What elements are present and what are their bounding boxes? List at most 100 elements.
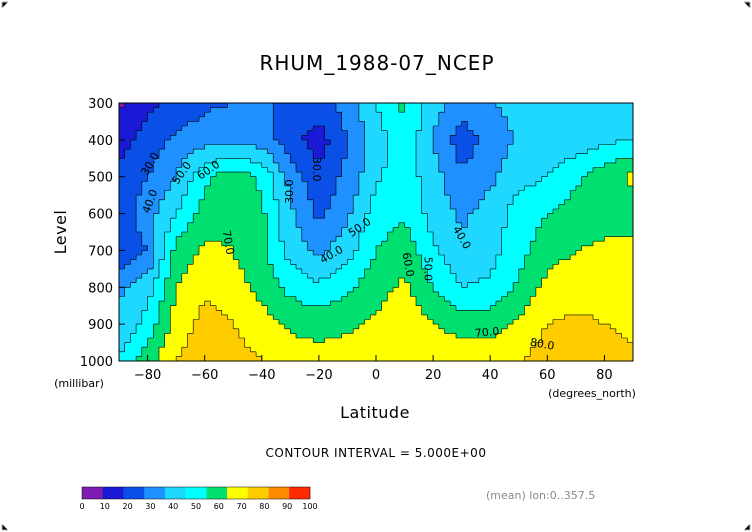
- field-cell: [604, 337, 611, 343]
- field-cell: [124, 264, 131, 270]
- field-cell: [313, 204, 320, 210]
- field-cell: [176, 296, 183, 302]
- field-cell: [330, 319, 337, 325]
- field-cell: [433, 107, 440, 113]
- field-cell: [313, 103, 320, 109]
- field-cell: [158, 162, 166, 168]
- field-cell: [347, 144, 354, 150]
- field-cell: [433, 232, 440, 238]
- field-cell: [233, 291, 240, 297]
- field-cell: [501, 126, 508, 132]
- field-cell: [461, 305, 468, 311]
- field-cell: [530, 301, 537, 307]
- field-cell: [558, 144, 565, 150]
- field-cell: [233, 176, 240, 182]
- field-cell: [204, 310, 211, 316]
- field-cell: [564, 264, 571, 270]
- field-cell: [444, 236, 451, 242]
- field-cell: [575, 103, 582, 109]
- field-cell: [187, 287, 194, 293]
- field-cell: [461, 351, 468, 357]
- field-cell: [336, 291, 343, 297]
- field-cell: [513, 167, 520, 173]
- field-cell: [210, 153, 217, 159]
- field-cell: [575, 227, 582, 233]
- field-cell: [535, 185, 543, 191]
- field-cell: [227, 139, 234, 145]
- field-cell: [398, 241, 405, 247]
- field-cell: [358, 245, 365, 251]
- field-cell: [284, 195, 291, 201]
- field-cell: [467, 301, 474, 307]
- field-cell: [530, 264, 537, 270]
- field-cell: [130, 139, 137, 145]
- field-cell: [381, 287, 388, 293]
- field-cell: [478, 236, 485, 242]
- field-cell: [490, 273, 497, 279]
- field-cell: [627, 301, 634, 307]
- field-cell: [296, 130, 303, 136]
- field-cell: [341, 126, 348, 132]
- field-cell: [415, 324, 423, 330]
- field-cell: [210, 328, 217, 334]
- field-cell: [170, 232, 177, 238]
- field-cell: [187, 255, 194, 261]
- field-cell: [410, 213, 417, 219]
- field-cell: [330, 204, 337, 210]
- field-cell: [187, 167, 194, 173]
- field-cell: [524, 121, 531, 127]
- field-cell: [170, 319, 177, 325]
- field-cell: [455, 282, 463, 288]
- field-cell: [570, 167, 577, 173]
- field-cell: [273, 185, 280, 191]
- field-cell: [376, 107, 383, 113]
- field-cell: [187, 347, 194, 353]
- field-cell: [170, 158, 177, 164]
- field-cell: [164, 172, 171, 178]
- field-cell: [593, 176, 600, 182]
- field-cell: [615, 296, 622, 302]
- field-cell: [278, 342, 286, 348]
- field-cell: [604, 250, 611, 256]
- field-cell: [473, 158, 480, 164]
- field-cell: [324, 153, 331, 159]
- field-cell: [570, 301, 577, 307]
- field-cell: [204, 351, 211, 357]
- field-cell: [553, 250, 560, 256]
- field-cell: [290, 195, 297, 201]
- field-cell: [353, 227, 360, 233]
- field-cell: [427, 232, 434, 238]
- field-cell: [330, 227, 337, 233]
- field-cell: [158, 296, 166, 302]
- field-cell: [490, 319, 497, 325]
- field-cell: [278, 305, 286, 311]
- field-cell: [541, 121, 548, 127]
- field-cell: [501, 213, 508, 219]
- field-cell: [473, 130, 480, 136]
- field-cell: [398, 273, 405, 279]
- field-cell: [467, 116, 474, 122]
- field-cell: [461, 112, 468, 118]
- field-cell: [501, 130, 508, 136]
- field-cell: [256, 139, 263, 145]
- field-cell: [433, 236, 440, 242]
- field-cell: [324, 190, 331, 196]
- field-cell: [615, 342, 622, 348]
- field-cell: [244, 204, 251, 210]
- field-cell: [250, 149, 257, 155]
- field-cell: [513, 268, 520, 274]
- field-cell: [593, 301, 600, 307]
- field-cell: [507, 149, 514, 155]
- field-cell: [187, 236, 194, 242]
- field-cell: [307, 356, 314, 362]
- field-cell: [136, 259, 143, 265]
- field-cell: [570, 172, 577, 178]
- field-cell: [193, 195, 200, 201]
- field-cell: [376, 232, 383, 238]
- field-cell: [233, 107, 240, 113]
- field-cell: [204, 218, 211, 224]
- field-cell: [433, 296, 440, 302]
- field-cell: [176, 162, 183, 168]
- field-cell: [176, 204, 183, 210]
- field-cell: [507, 264, 514, 270]
